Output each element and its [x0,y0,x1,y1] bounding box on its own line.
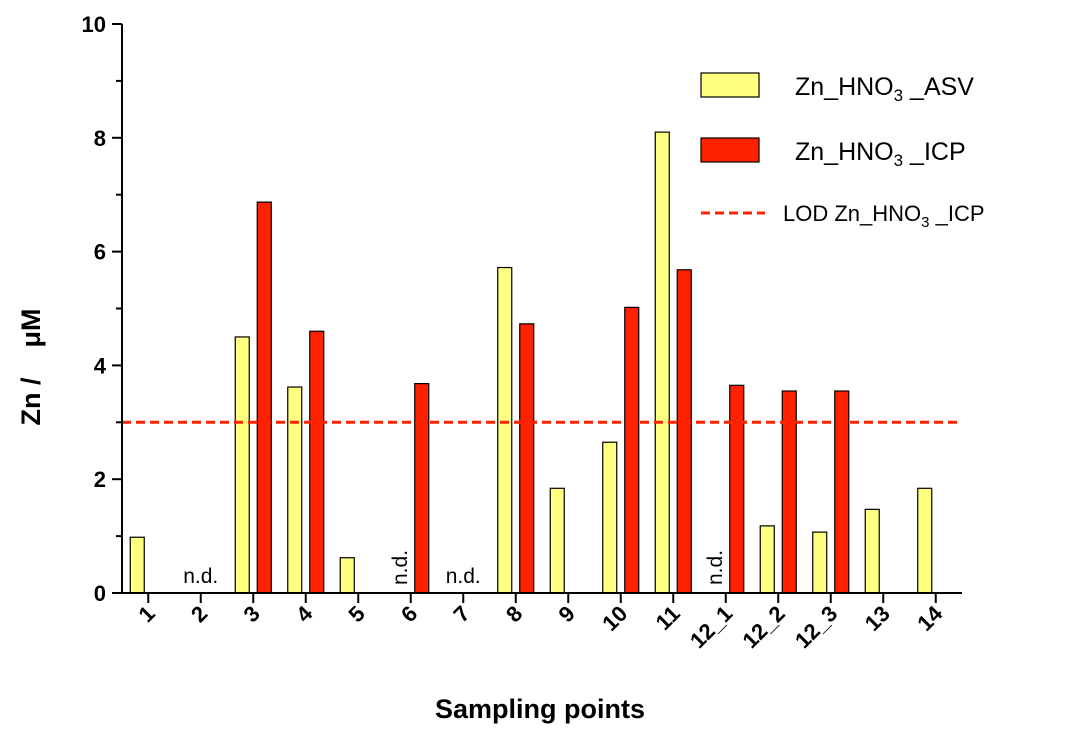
icp-bar-4 [309,330,325,594]
y-axis-title: Zn / μM [16,308,46,425]
x-tick-label-2: 2 [186,601,212,627]
nd-annotation: n.d. [389,550,412,585]
icp-bar-11 [676,269,692,594]
asv-bar-10 [602,441,618,594]
legend-label: Zn_HNO3 _ASV [795,73,974,105]
x-tick-label-11: 11 [651,601,685,635]
legend-label: Zn_HNO3 _ICP [795,138,966,170]
x-tick-label-14: 14 [912,600,948,636]
x-tick-label-5: 5 [343,601,369,627]
asv-bar-11 [654,131,670,594]
icp-bar-6 [414,383,430,594]
legend-swatch-asv [700,72,760,98]
asv-bar-9 [549,487,565,594]
icp-bar-12_1 [729,384,745,594]
x-tick-label-9: 9 [553,601,579,627]
asv-bar-12_2 [759,525,775,594]
x-tick-label-12_1: 12_1 [685,601,737,653]
x-tick-label-12_2: 12_2 [737,601,789,653]
asv-bar-13 [864,508,880,594]
axes [112,23,962,603]
y-tick-label: 6 [94,240,106,265]
annotations: n.d. n.d. n.d. n.d. [183,550,727,588]
asv-bar-3 [234,336,250,594]
asv-bar-12_3 [812,531,828,594]
y-tick-label: 8 [94,126,106,151]
legend-swatch-icp [700,137,760,163]
asv-bar-5 [339,557,355,594]
x-tick-label-4: 4 [291,600,318,627]
nd-annotation: n.d. [183,565,218,588]
y-tick-label: 4 [94,353,107,378]
asv-bar-1 [129,536,145,594]
x-tick-label-7: 7 [448,601,474,627]
nd-annotation: n.d. [446,565,481,588]
y-tick-label: 0 [94,581,106,606]
asv-bar-8 [497,266,513,594]
x-tick-label-13: 13 [860,601,895,636]
x-tick-label-3: 3 [238,601,264,627]
x-tick-label-10: 10 [597,601,632,636]
asv-bar-4 [287,386,303,594]
nd-annotation: n.d. [704,550,727,585]
icp-bar-8 [519,323,535,594]
legend: Zn_HNO3 _ASV Zn_HNO3 _ICP LOD Zn_HNO3 _ICP [700,72,985,231]
y-tick-label: 10 [82,12,106,37]
x-axis-title: Sampling points [435,694,645,724]
x-tick-label-6: 6 [396,601,422,627]
icp-bar-3 [256,201,272,594]
x-tick-label-12_3: 12_3 [790,601,842,653]
y-tick-label: 2 [94,467,106,492]
asv-bar-14 [917,487,933,594]
x-tick-label-8: 8 [501,601,527,627]
legend-label: LOD Zn_HNO3 _ICP [783,201,985,231]
icp-bar-10 [624,306,640,594]
x-tick-label-1: 1 [133,601,159,627]
